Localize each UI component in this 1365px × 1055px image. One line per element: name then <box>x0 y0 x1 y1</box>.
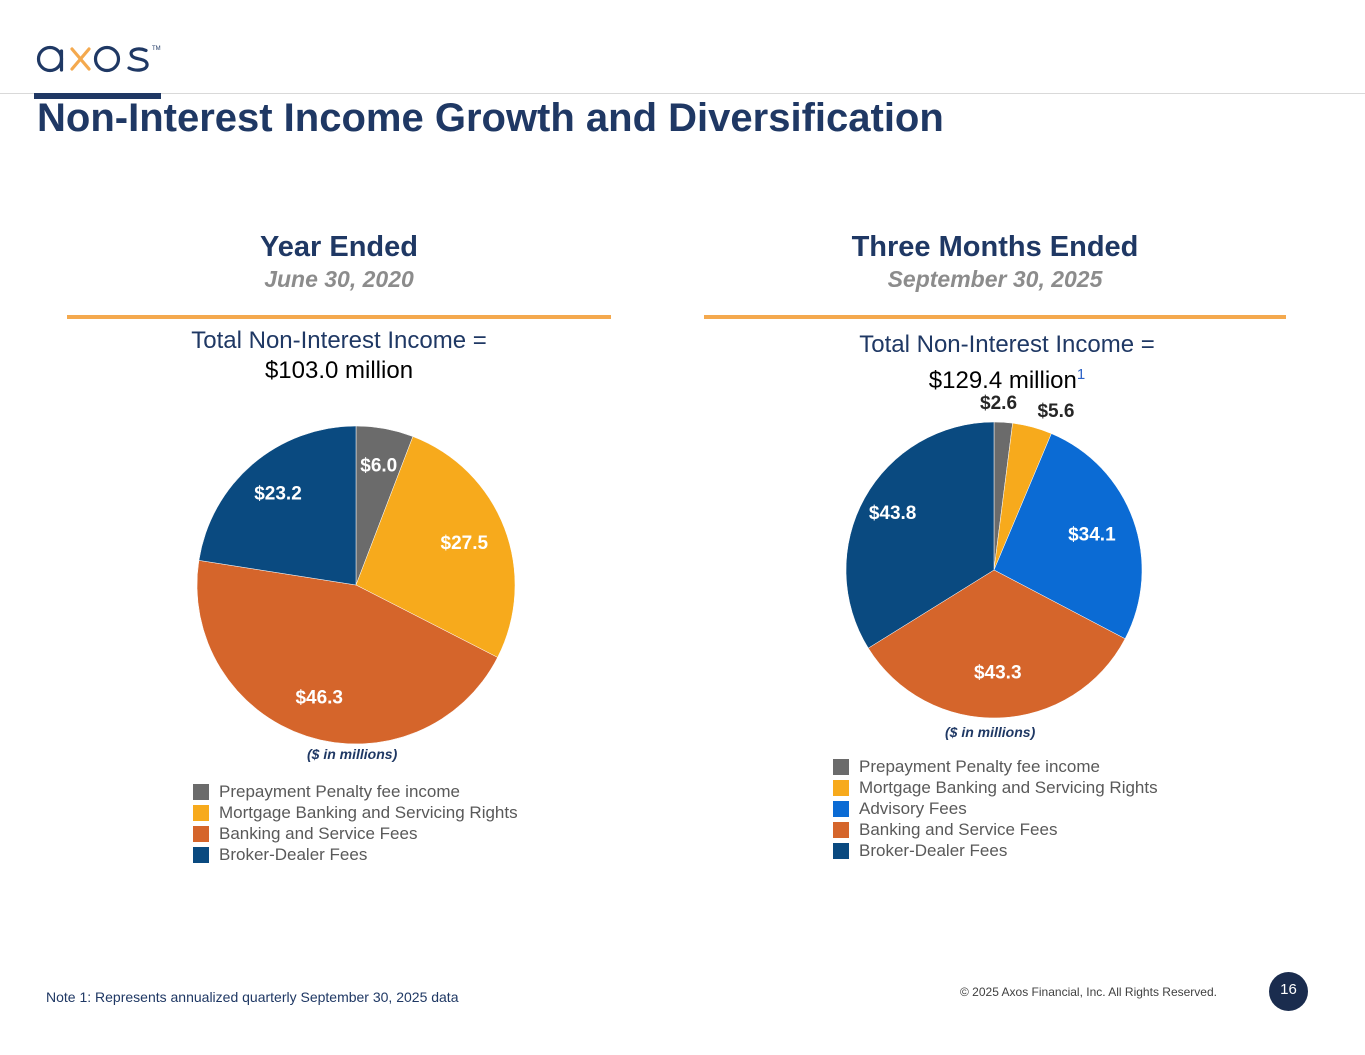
right-label-broker-dealer-fees: $43.8 <box>869 503 917 524</box>
right-legend-label: Mortgage Banking and Servicing Rights <box>859 777 1158 797</box>
left-legend-swatch <box>193 783 209 800</box>
left-slice-broker-dealer-fees <box>198 425 357 586</box>
right-divider <box>704 315 1286 319</box>
right-label-prepayment-penalty-fee-income: $2.6 <box>980 393 1017 414</box>
right-heading: Three Months Ended <box>851 231 1139 263</box>
left-label-banking-and-service-fees: $46.3 <box>295 688 343 709</box>
right-total-label: Total Non-Interest Income = <box>859 331 1155 358</box>
right-label-mortgage-banking-and-servicing-rights: $5.6 <box>1037 401 1074 422</box>
left-slice-banking-and-service-fees <box>196 560 498 745</box>
right-legend-item-banking-and-service-fees: Banking and Service Fees <box>833 819 1158 840</box>
left-label-prepayment-penalty-fee-income: $6.0 <box>360 456 397 477</box>
left-heading: Year Ended <box>260 231 418 263</box>
right-legend-item-advisory-fees: Advisory Fees <box>833 798 1158 819</box>
left-legend-swatch <box>193 846 209 863</box>
left-legend-item-mortgage-banking-and-servicing-rights: Mortgage Banking and Servicing Rights <box>193 802 518 823</box>
left-legend-item-banking-and-service-fees: Banking and Service Fees <box>193 823 518 844</box>
right-label-banking-and-service-fees: $43.3 <box>974 662 1022 683</box>
left-legend-label: Broker-Dealer Fees <box>219 844 368 864</box>
right-legend-swatch <box>833 779 849 796</box>
right-legend-item-mortgage-banking-and-servicing-rights: Mortgage Banking and Servicing Rights <box>833 777 1158 798</box>
footnote: Note 1: Represents annualized quarterly … <box>46 989 459 1005</box>
left-legend-swatch <box>193 825 209 842</box>
right-legend-item-prepayment-penalty-fee-income: Prepayment Penalty fee income <box>833 756 1158 777</box>
footnote-marker: 1 <box>1076 366 1086 383</box>
right-label-advisory-fees: $34.1 <box>1068 524 1116 545</box>
right-units: ($ in millions) <box>945 724 1036 740</box>
left-total-label: Total Non-Interest Income = <box>191 327 487 354</box>
right-legend-label: Prepayment Penalty fee income <box>859 756 1100 776</box>
right-slice-banking-and-service-fees <box>867 569 1126 719</box>
left-label-mortgage-banking-and-servicing-rights: $27.5 <box>441 533 489 554</box>
header-divider <box>0 93 1365 94</box>
right-legend-label: Banking and Service Fees <box>859 819 1058 839</box>
left-legend-swatch <box>193 804 209 821</box>
left-total-value: $103.0 million <box>264 357 414 384</box>
page-number: 16 <box>1269 972 1308 1011</box>
left-subheading: June 30, 2020 <box>264 266 414 292</box>
left-legend-label: Prepayment Penalty fee income <box>219 781 460 801</box>
right-legend-swatch <box>833 758 849 775</box>
left-units: ($ in millions) <box>307 746 398 762</box>
left-panel: Year Ended June 30, 2020 <box>67 225 611 292</box>
right-slice-advisory-fees <box>993 433 1143 640</box>
left-legend-item-broker-dealer-fees: Broker-Dealer Fees <box>193 844 518 865</box>
left-legend-item-prepayment-penalty-fee-income: Prepayment Penalty fee income <box>193 781 518 802</box>
right-total-value: $129.4 million1 <box>704 360 1310 396</box>
copyright: © 2025 Axos Financial, Inc. All Rights R… <box>960 985 1217 999</box>
left-legend-label: Banking and Service Fees <box>219 823 418 843</box>
left-divider <box>67 315 611 319</box>
page-title: Non-Interest Income Growth and Diversifi… <box>37 96 944 140</box>
axos-logo: axos TM <box>36 45 161 73</box>
left-pie-chart: $6.0 $27.5 $46.3 $23.2 <box>196 425 516 745</box>
right-legend-swatch <box>833 821 849 838</box>
right-legend: Prepayment Penalty fee income Mortgage Ba… <box>833 756 1158 861</box>
right-subheading: September 30, 2025 <box>887 266 1103 292</box>
svg-text:TM: TM <box>152 46 161 52</box>
right-legend-swatch <box>833 842 849 859</box>
right-panel: Three Months Ended September 30, 2025 <box>704 225 1286 292</box>
right-legend-item-broker-dealer-fees: Broker-Dealer Fees <box>833 840 1158 861</box>
left-label-broker-dealer-fees: $23.2 <box>254 483 302 504</box>
left-total: Total Non-Interest Income = $103.0 milli… <box>67 325 611 395</box>
right-legend-label: Advisory Fees <box>859 798 967 818</box>
right-legend-label: Broker-Dealer Fees <box>859 840 1008 860</box>
right-pie-chart: $2.6 $5.6 $34.1 $43.3 $43.8 <box>845 393 1143 719</box>
right-total: Total Non-Interest Income = $129.4 milli… <box>704 329 1310 399</box>
right-slice-broker-dealer-fees <box>845 421 995 649</box>
left-legend: Prepayment Penalty fee income Mortgage Ba… <box>193 781 518 865</box>
right-legend-swatch <box>833 800 849 817</box>
left-slice-mortgage-banking-and-servicing-rights <box>355 436 516 658</box>
left-legend-label: Mortgage Banking and Servicing Rights <box>219 802 518 822</box>
right-total-amount: $129.4 million <box>928 367 1077 394</box>
header-accent-bar <box>34 93 161 99</box>
